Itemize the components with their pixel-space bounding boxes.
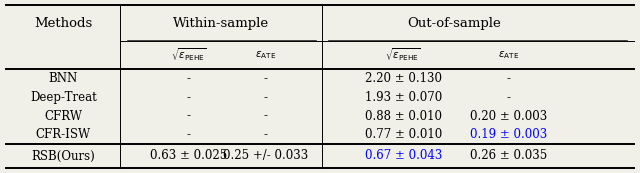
Text: Out-of-sample: Out-of-sample — [408, 17, 501, 30]
Text: 0.67 ± 0.043: 0.67 ± 0.043 — [365, 149, 442, 162]
Text: 0.88 ± 0.010: 0.88 ± 0.010 — [365, 110, 442, 122]
Text: $\sqrt{\epsilon_{\mathsf{PEHE}}}$: $\sqrt{\epsilon_{\mathsf{PEHE}}}$ — [385, 47, 421, 63]
Text: -: - — [187, 72, 191, 85]
Text: Methods: Methods — [34, 17, 93, 30]
Text: $\epsilon_{\mathsf{ATE}}$: $\epsilon_{\mathsf{ATE}}$ — [498, 49, 520, 61]
Text: -: - — [264, 128, 268, 141]
Text: 0.77 ± 0.010: 0.77 ± 0.010 — [365, 128, 442, 141]
Text: 0.26 ± 0.035: 0.26 ± 0.035 — [470, 149, 547, 162]
Text: -: - — [264, 72, 268, 85]
Text: $\sqrt{\epsilon_{\mathsf{PEHE}}}$: $\sqrt{\epsilon_{\mathsf{PEHE}}}$ — [171, 47, 207, 63]
Text: Within-sample: Within-sample — [173, 17, 269, 30]
Text: -: - — [187, 110, 191, 122]
Text: -: - — [187, 128, 191, 141]
Text: -: - — [264, 110, 268, 122]
Text: -: - — [187, 91, 191, 104]
Text: BNN: BNN — [49, 72, 78, 85]
Text: RSB(Ours): RSB(Ours) — [31, 149, 95, 162]
Text: 2.20 ± 0.130: 2.20 ± 0.130 — [365, 72, 442, 85]
Text: 1.93 ± 0.070: 1.93 ± 0.070 — [365, 91, 442, 104]
Text: CFRW: CFRW — [44, 110, 83, 122]
Text: $\epsilon_{\mathsf{ATE}}$: $\epsilon_{\mathsf{ATE}}$ — [255, 49, 276, 61]
Text: 0.20 ± 0.003: 0.20 ± 0.003 — [470, 110, 547, 122]
Text: -: - — [507, 91, 511, 104]
Text: 0.63 ± 0.025: 0.63 ± 0.025 — [150, 149, 227, 162]
Text: 0.25 +/- 0.033: 0.25 +/- 0.033 — [223, 149, 308, 162]
Text: CFR-ISW: CFR-ISW — [36, 128, 91, 141]
Text: 0.19 ± 0.003: 0.19 ± 0.003 — [470, 128, 547, 141]
Text: Deep-Treat: Deep-Treat — [30, 91, 97, 104]
Text: -: - — [507, 72, 511, 85]
Text: -: - — [264, 91, 268, 104]
